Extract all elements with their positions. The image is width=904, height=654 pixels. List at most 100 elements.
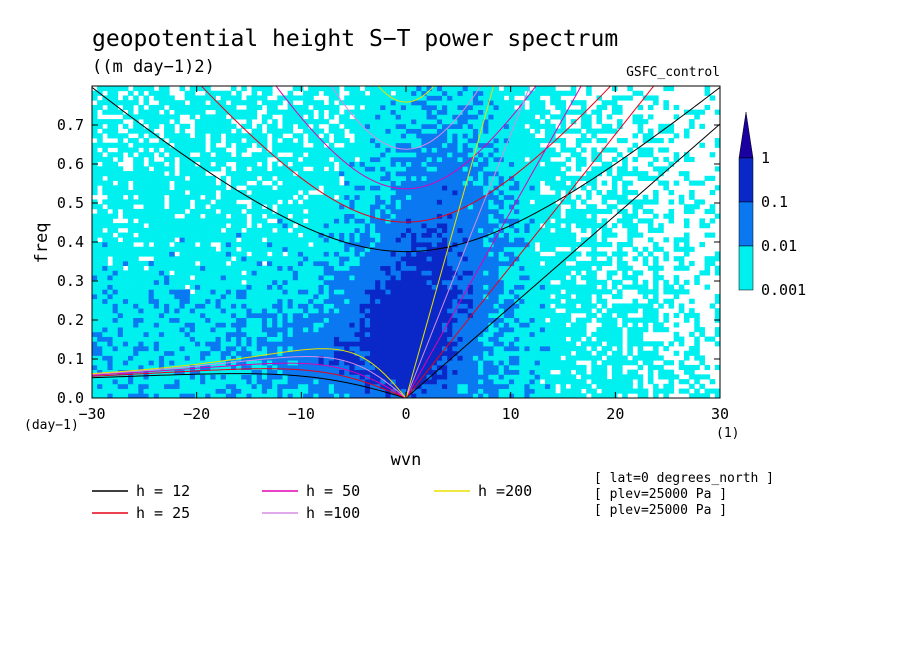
- heatmap-cell: [426, 237, 433, 243]
- heatmap-cell: [241, 379, 247, 385]
- heatmap-cell: [143, 251, 150, 257]
- heatmap-cell: [287, 190, 294, 196]
- heatmap-cell: [442, 355, 448, 361]
- heatmap-cell: [194, 279, 201, 285]
- heatmap-cell: [225, 190, 232, 196]
- heatmap-cell: [642, 246, 649, 252]
- heatmap-cell: [596, 223, 603, 229]
- heatmap-cell: [462, 336, 469, 342]
- heatmap-cell: [333, 223, 340, 229]
- heatmap-cell: [92, 346, 98, 352]
- heatmap-cell: [97, 251, 103, 257]
- heatmap-cell: [411, 218, 417, 224]
- heatmap-cell: [261, 275, 268, 281]
- heatmap-cell: [251, 303, 258, 309]
- heatmap-cell: [344, 180, 350, 186]
- heatmap-cell: [421, 279, 427, 285]
- heatmap-cell: [673, 237, 680, 243]
- heatmap-cell: [292, 237, 299, 243]
- heatmap-cell: [678, 265, 685, 271]
- heatmap-cell: [375, 303, 381, 309]
- heatmap-cell: [467, 303, 474, 309]
- heatmap-cell: [524, 364, 530, 371]
- heatmap-cell: [313, 242, 319, 248]
- heatmap-cell: [385, 294, 391, 300]
- heatmap-cell: [143, 388, 150, 394]
- heatmap-cell: [436, 279, 443, 285]
- heatmap-cell: [128, 317, 134, 323]
- heatmap-cell: [478, 303, 484, 309]
- heatmap-cell: [483, 175, 489, 181]
- heatmap-cell: [354, 190, 361, 196]
- heatmap-cell: [586, 260, 592, 267]
- heatmap-cell: [287, 223, 294, 229]
- heatmap-cell: [503, 199, 510, 205]
- heatmap-cell: [647, 175, 654, 181]
- heatmap-cell: [261, 355, 268, 361]
- heatmap-cell: [164, 360, 170, 366]
- heatmap-cell: [683, 355, 690, 361]
- heatmap-cell: [92, 223, 98, 229]
- heatmap-cell: [380, 242, 386, 248]
- heatmap-cell: [565, 360, 572, 366]
- heatmap-cell: [714, 327, 720, 333]
- heatmap-cell: [683, 204, 690, 210]
- heatmap-cell: [565, 350, 572, 356]
- heatmap-cell: [153, 199, 160, 205]
- heatmap-cell: [200, 279, 206, 285]
- heatmap-cell: [570, 336, 577, 342]
- heatmap-cell: [133, 246, 139, 252]
- heatmap-cell: [560, 350, 566, 356]
- heatmap-cell: [318, 289, 325, 295]
- heatmap-cell: [122, 350, 129, 356]
- heatmap-cell: [200, 260, 206, 267]
- heatmap-cell: [256, 350, 263, 356]
- heatmap-cell: [364, 298, 371, 304]
- heatmap-cell: [174, 308, 180, 314]
- heatmap-cell: [452, 237, 458, 243]
- heatmap-cell: [390, 260, 397, 267]
- heatmap-cell: [575, 194, 582, 200]
- heatmap-cell: [658, 364, 664, 371]
- heatmap-cell: [369, 289, 376, 295]
- heatmap-cell: [189, 260, 196, 267]
- heatmap-cell: [251, 360, 258, 366]
- heatmap-cell: [153, 308, 160, 314]
- heatmap-cell: [364, 185, 371, 191]
- heatmap-cell: [303, 355, 309, 361]
- heatmap-cell: [97, 208, 103, 215]
- heatmap-cell: [673, 279, 680, 285]
- heatmap-cell: [375, 379, 381, 385]
- heatmap-cell: [632, 232, 639, 238]
- heatmap-cell: [442, 364, 448, 371]
- heatmap-cell: [241, 289, 247, 295]
- heatmap-cell: [601, 199, 608, 205]
- heatmap-cell: [220, 251, 227, 257]
- heatmap-cell: [617, 246, 623, 252]
- heatmap-cell: [457, 364, 464, 371]
- heatmap-cell: [385, 246, 391, 252]
- heatmap-cell: [653, 294, 659, 300]
- heatmap-cell: [467, 251, 474, 257]
- heatmap-cell: [627, 336, 633, 342]
- heatmap-cell: [200, 289, 206, 295]
- heatmap-cell: [349, 227, 355, 233]
- heatmap-cell: [308, 194, 314, 200]
- heatmap-cell: [581, 242, 587, 248]
- heatmap-cell: [611, 279, 618, 285]
- heatmap-cell: [256, 298, 263, 304]
- heatmap-cell: [107, 166, 113, 172]
- heatmap-cell: [550, 346, 556, 352]
- heatmap-cell: [488, 223, 494, 229]
- heatmap-cell: [308, 218, 314, 224]
- heatmap-cell: [184, 360, 191, 366]
- heatmap-cell: [225, 355, 232, 361]
- heatmap-cell: [586, 180, 592, 186]
- heatmap-cell: [138, 284, 144, 290]
- heatmap-cell: [503, 223, 510, 229]
- heatmap-cell: [287, 251, 294, 257]
- heatmap-cell: [560, 180, 566, 186]
- heatmap-cell: [174, 383, 180, 389]
- heatmap-cell: [194, 204, 201, 210]
- heatmap-cell: [560, 294, 566, 300]
